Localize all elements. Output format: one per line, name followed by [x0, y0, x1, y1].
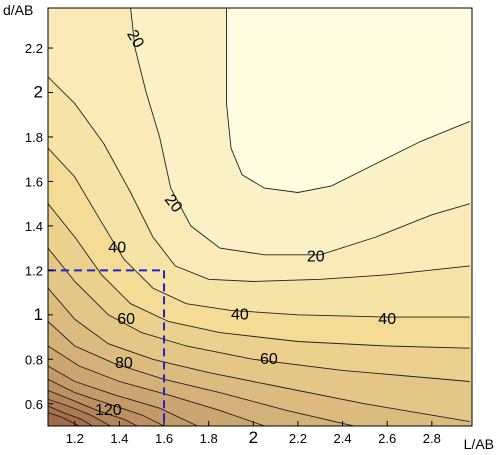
contour-line-70: [48, 287, 470, 423]
y-tick-label: 1.8: [25, 130, 43, 145]
x-tick-label: 1.2: [66, 431, 84, 446]
contour-line-20: [130, 8, 470, 256]
contour-label-group-6: 60: [117, 311, 135, 328]
contour-label-group-5: 40: [378, 311, 396, 328]
contour-line-110: [48, 378, 165, 426]
contour-region-90: [48, 346, 472, 426]
contour-label: 40: [378, 311, 396, 328]
x-axis-label: L/AB: [464, 436, 494, 452]
contour-label: 60: [117, 311, 135, 328]
contour-label-group-3: 40: [108, 240, 126, 257]
contour-line-10: [226, 8, 470, 193]
contour-label-group-4: 40: [231, 306, 249, 323]
y-tick-label: 1.4: [25, 219, 43, 234]
x-tick-label: 2.2: [289, 431, 307, 446]
contour-line-30: [48, 76, 470, 282]
contour-label: 20: [123, 27, 147, 51]
x-tick-label: 1.4: [110, 431, 128, 446]
contour-line-120: [48, 389, 138, 426]
x-axis-ticks: 1.2 1.4 1.6 1.8 2 2.2 2.4 2.6 2.8: [66, 421, 441, 447]
contour-label: 60: [260, 351, 278, 368]
y-tick-label: 1.2: [25, 263, 43, 278]
contour-label-group-0: 20: [123, 27, 147, 51]
contour-label-group-7: 60: [260, 351, 278, 368]
contour-region-100: [48, 366, 472, 426]
x-tick-label: 1.8: [200, 431, 218, 446]
contour-line-50: [48, 203, 470, 349]
x-tick-label: 2.4: [334, 431, 352, 446]
contour-line-130: [48, 398, 111, 426]
contour-line-150: [48, 412, 80, 426]
contour-region-130: [48, 399, 472, 426]
x-tick-label: 2.8: [423, 431, 441, 446]
y-tick-label: 1.6: [25, 174, 43, 189]
contour-label: 80: [115, 355, 133, 372]
x-tick-label: 2.6: [378, 431, 396, 446]
y-tick-label: 2.2: [25, 41, 43, 56]
x-tick-label: 1.6: [155, 431, 173, 446]
contour-label: 120: [95, 402, 122, 419]
y-axis-label: d/AB: [3, 2, 33, 18]
reference-marker-lines: [48, 269, 166, 426]
contour-line-90: [48, 345, 265, 426]
contour-label-group-2: 20: [307, 249, 325, 266]
y-tick-label: 1: [34, 305, 43, 324]
contour-line-40: [48, 147, 470, 318]
contour-label-group-9: 120: [95, 402, 122, 419]
contour-label: 20: [307, 249, 325, 266]
y-tick-label: 2: [34, 82, 43, 101]
contour-line-140: [48, 405, 93, 426]
contour-label: 40: [231, 306, 249, 323]
contour-label-group-8: 80: [115, 355, 133, 372]
contour-label: 40: [108, 240, 126, 257]
y-axis-ticks: 0.6 0.8 1 1.2 1.4 1.6 1.8 2 2.2: [25, 41, 53, 412]
y-tick-label: 0.8: [25, 352, 43, 367]
y-tick-label: 0.6: [25, 397, 43, 412]
x-tick-label: 2: [249, 428, 258, 447]
contour-line-100: [48, 365, 198, 426]
filled-contour-regions: [48, 8, 472, 426]
plot-frame: [47, 7, 473, 427]
